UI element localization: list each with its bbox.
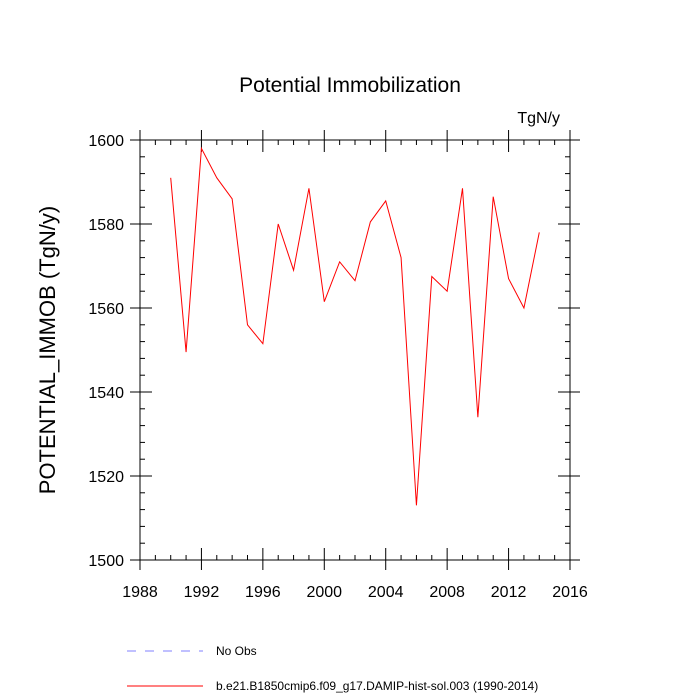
tick-labels: 1988 1992 1996 2000 2004 2008 2012 2016 1500 1520…: [88, 133, 587, 601]
x-tick-label: 1996: [245, 584, 281, 601]
legend-label-model: b.e21.B1850cmip6.f09_g17.DAMIP-hist-sol.…: [216, 679, 538, 693]
series-line: [170, 146, 540, 506]
x-tick-label: 1992: [184, 584, 220, 601]
y-axis-label: POTENTIAL_IMMOB (TgN/y): [35, 206, 60, 494]
x-tick-label: 1988: [122, 584, 158, 601]
legend: No Obs b.e21.B1850cmip6.f09_g17.DAMIP-hi…: [127, 644, 538, 693]
y-tick-label: 1520: [88, 469, 124, 486]
axis-ticks: [130, 130, 580, 570]
series-layer: [170, 146, 540, 506]
x-tick-label: 2008: [429, 584, 465, 601]
chart-title: Potential Immobilization: [239, 74, 461, 97]
y-tick-label: 1580: [88, 217, 124, 234]
x-tick-label: 2000: [306, 584, 342, 601]
legend-label-no-obs: No Obs: [216, 644, 257, 658]
y-tick-label: 1500: [88, 553, 124, 570]
y-tick-label: 1600: [88, 133, 124, 150]
plot-frame: [139, 139, 571, 561]
units-label: TgN/y: [517, 110, 560, 127]
x-tick-label: 2004: [368, 584, 404, 601]
y-tick-label: 1560: [88, 301, 124, 318]
x-tick-label: 2016: [552, 584, 588, 601]
y-tick-label: 1540: [88, 385, 124, 402]
x-tick-label: 2012: [491, 584, 527, 601]
